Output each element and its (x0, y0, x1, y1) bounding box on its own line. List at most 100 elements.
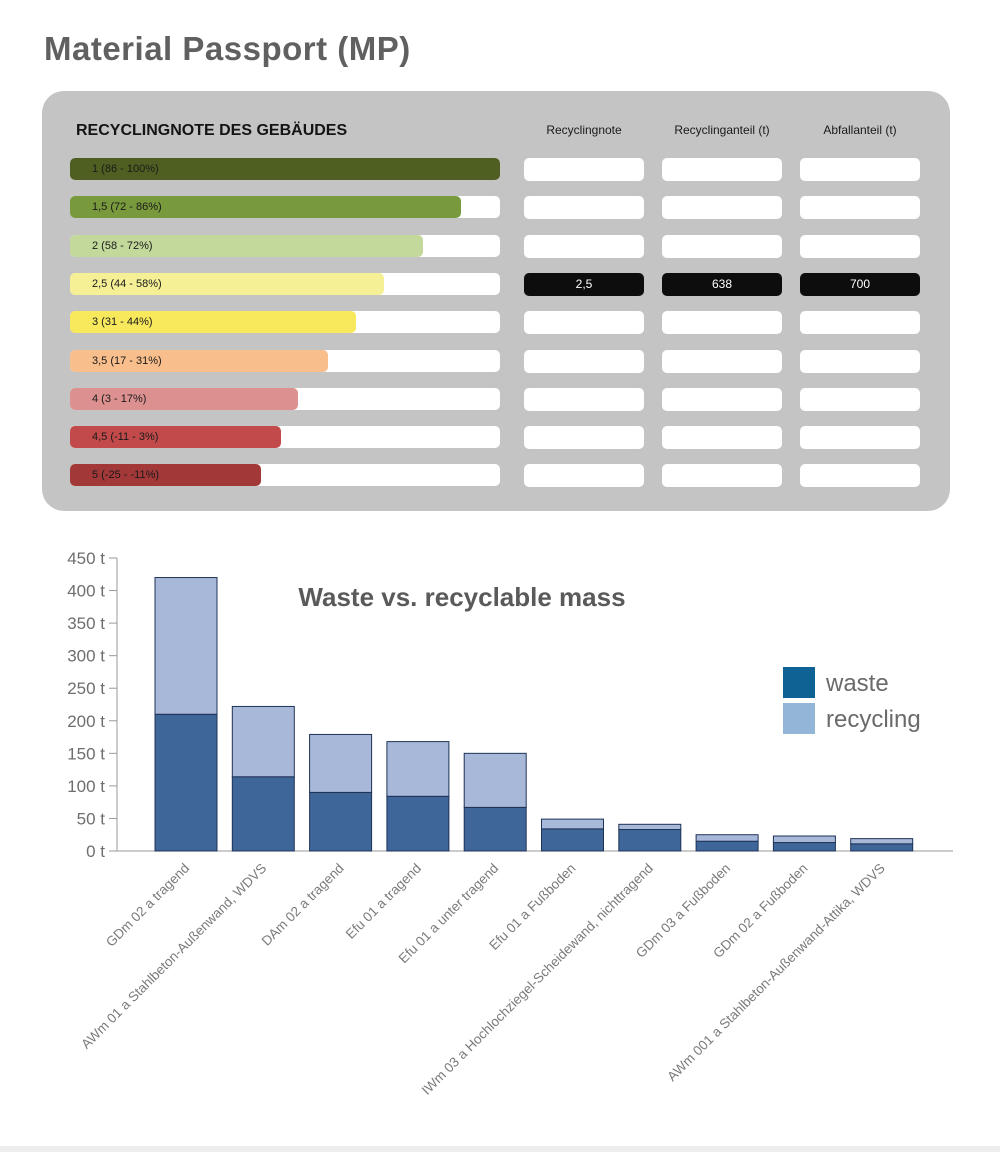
bar-recycling (154, 577, 218, 715)
grade-bar-track: 3 (31 - 44%) (70, 311, 500, 333)
grade-bar-fill: 3,5 (17 - 31%) (70, 350, 328, 372)
grade-bar-track: 1,5 (72 - 86%) (70, 196, 500, 218)
bar-recycling (231, 705, 295, 778)
grade-bar-track: 2,5 (44 - 58%) (70, 273, 500, 295)
bar-recycling (695, 834, 759, 842)
y-tick-label: 450 t (67, 549, 105, 568)
grade-label: 3,5 (17 - 31%) (92, 355, 162, 367)
legend-label-waste: waste (825, 670, 889, 697)
y-tick-label: 50 t (77, 809, 106, 828)
grade-label: 4,5 (-11 - 3%) (92, 431, 159, 443)
bars (154, 577, 914, 852)
grade-label: 1 (86 - 100%) (92, 163, 159, 175)
bar-waste (541, 828, 604, 852)
col-header-abfallanteil: Abfallanteil (t) (823, 123, 897, 137)
value-cell-recyclingnote: 2,5 (524, 273, 644, 296)
value-cell-recyclinganteil (662, 311, 782, 334)
grade-bar-fill: 5 (-25 - -11%) (70, 464, 262, 486)
value-cell-recyclinganteil (662, 235, 782, 258)
value-cell-recyclingnote (524, 388, 644, 411)
grade-bar-fill: 2,5 (44 - 58%) (70, 273, 384, 295)
value-cell-abfallanteil: 700 (800, 273, 920, 296)
bar-waste (231, 776, 295, 852)
bar-recycling (309, 733, 373, 793)
grade-bar-fill: 4,5 (-11 - 3%) (70, 426, 281, 448)
bar-waste (463, 806, 527, 852)
legend: waste recycling (783, 667, 921, 734)
value-cell-recyclingnote (524, 235, 644, 258)
grade-label: 2,5 (44 - 58%) (92, 278, 162, 290)
panel-heading: RECYCLINGNOTE DES GEBÄUDES (76, 122, 348, 139)
value-cell-abfallanteil (800, 464, 920, 487)
value-cell-abfallanteil (800, 388, 920, 411)
y-tick-label: 300 t (67, 647, 105, 666)
chart-title: Waste vs. recyclable mass (298, 582, 625, 612)
value-cell-recyclinganteil (662, 158, 782, 181)
value-cell-abfallanteil (800, 311, 920, 334)
bar-waste (850, 843, 914, 852)
legend-swatch-recycling (783, 703, 815, 734)
y-tick-label: 400 t (67, 582, 105, 601)
waste-vs-recycling-chart: 0 t 50 t 100 t 150 t 200 t 250 t 300 t 350 t 400… (67, 549, 953, 1098)
value-cell-recyclinganteil (662, 350, 782, 373)
y-tick-label: 0 t (86, 842, 105, 861)
y-tick-label: 150 t (67, 744, 105, 763)
bar-recycling (386, 741, 450, 797)
value-cell-recyclingnote (524, 350, 644, 373)
grade-label: 3 (31 - 44%) (92, 316, 153, 328)
page-bottom-divider (0, 1146, 1000, 1152)
y-tick-label: 200 t (67, 712, 105, 731)
grade-bar-fill: 1,5 (72 - 86%) (70, 196, 462, 218)
bar-recycling (850, 838, 914, 845)
y-tick-label: 100 t (67, 777, 105, 796)
value-cell-abfallanteil (800, 235, 920, 258)
value-cell-recyclinganteil: 638 (662, 273, 782, 296)
value-cell-recyclinganteil (662, 426, 782, 449)
grade-bar-track: 2 (58 - 72%) (70, 235, 500, 257)
value-cell-recyclingnote (524, 464, 644, 487)
grade-label: 1,5 (72 - 86%) (92, 201, 162, 213)
value-cell-recyclingnote (524, 196, 644, 219)
value-cell-recyclinganteil (662, 196, 782, 219)
grade-bar-track: 5 (-25 - -11%) (70, 464, 500, 486)
x-tick-label: DAm 02 a tragend (259, 861, 347, 949)
grade-bar-track: 4 (3 - 17%) (70, 388, 500, 410)
legend-swatch-waste (783, 667, 815, 698)
y-tick-label: 250 t (67, 679, 105, 698)
col-header-recyclinganteil: Recyclinganteil (t) (674, 123, 770, 137)
value-cell-recyclinganteil (662, 388, 782, 411)
value-cell-recyclinganteil (662, 464, 782, 487)
bar-waste (154, 713, 218, 852)
value-cell-recyclingnote (524, 426, 644, 449)
value-cell-recyclingnote (524, 311, 644, 334)
value-cell-abfallanteil (800, 350, 920, 373)
bar-recycling (541, 818, 604, 830)
x-tick-label: Efu 01 a Fußboden (486, 861, 578, 953)
x-tick-label: GDm 02 a tragend (103, 861, 192, 950)
grade-label: 4 (3 - 17%) (92, 393, 147, 405)
bar-waste (386, 795, 450, 852)
legend-label-recycling: recycling (826, 706, 921, 733)
bar-recycling (618, 823, 682, 831)
bar-recycling (463, 752, 527, 808)
grade-bar-track: 1 (86 - 100%) (70, 158, 500, 180)
grade-label: 2 (58 - 72%) (92, 240, 153, 252)
col-header-recyclingnote: Recyclingnote (546, 123, 622, 137)
y-tick-label: 350 t (67, 614, 105, 633)
value-cell-abfallanteil (800, 158, 920, 181)
bar-recycling (772, 835, 836, 844)
grade-bar-fill: 4 (3 - 17%) (70, 388, 298, 410)
grade-bar-track: 4,5 (-11 - 3%) (70, 426, 500, 448)
grade-bar-fill: 1 (86 - 100%) (70, 158, 500, 180)
bar-waste (618, 829, 682, 852)
bar-waste (309, 791, 373, 852)
recycling-grade-panel: RECYCLINGNOTE DES GEBÄUDES Recyclingnote… (42, 91, 950, 511)
grade-bar-fill: 2 (58 - 72%) (70, 235, 423, 257)
value-cell-abfallanteil (800, 196, 920, 219)
grade-label: 5 (-25 - -11%) (92, 469, 160, 481)
value-cell-abfallanteil (800, 426, 920, 449)
bar-waste (772, 842, 836, 852)
value-cell-recyclingnote (524, 158, 644, 181)
x-tick-label: Efu 01 a tragend (343, 861, 424, 942)
